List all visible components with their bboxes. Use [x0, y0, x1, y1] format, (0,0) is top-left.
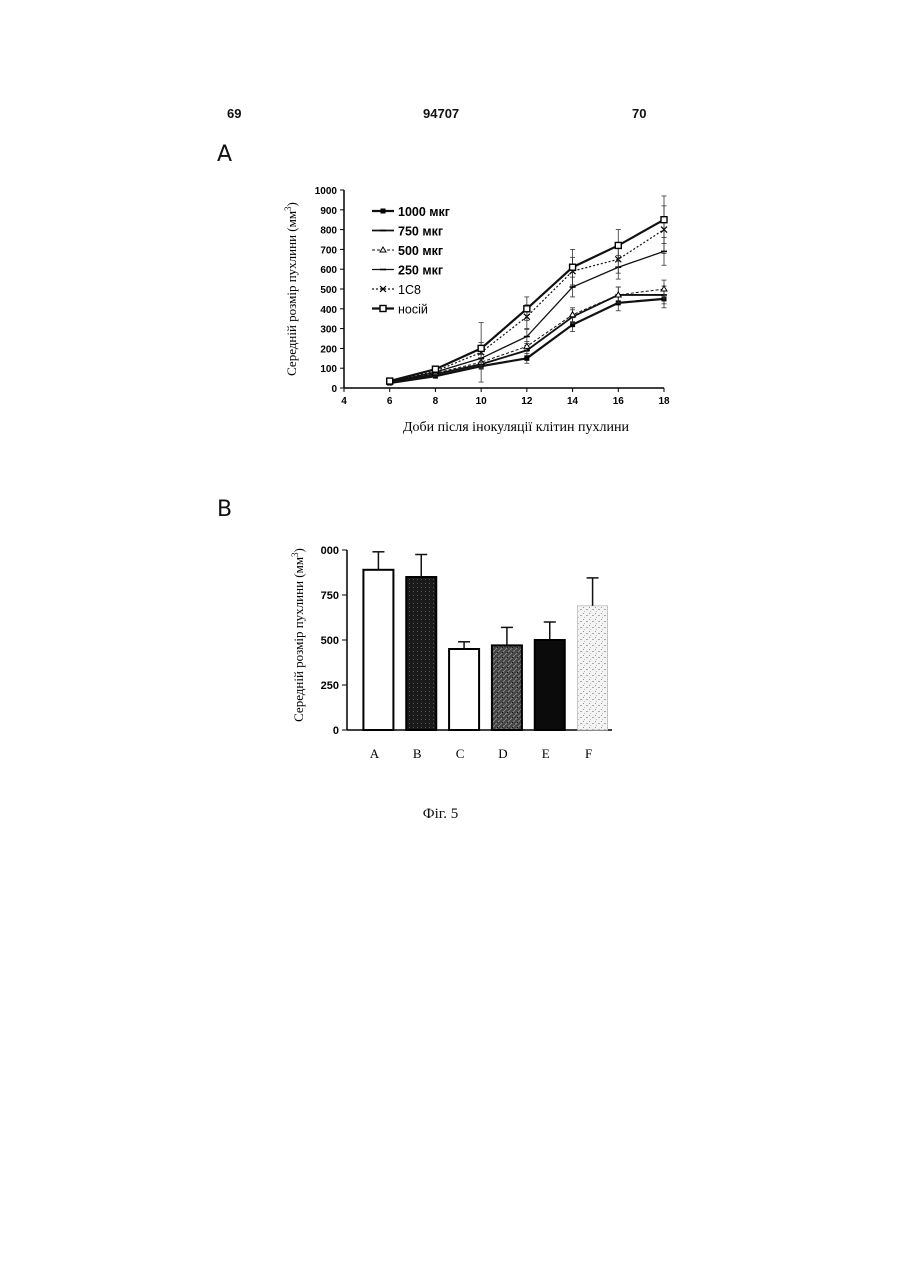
line-chart-panel-a: Середній розмір пухлини (мм3) Доби після… [0, 0, 901, 470]
x-tick-label: 16 [613, 396, 625, 407]
data-point [570, 264, 576, 270]
legend-label: 1000 мкг [398, 205, 450, 219]
y-tick-label: 500 [321, 635, 339, 647]
bar [449, 649, 479, 730]
x-tick-label: 10 [476, 396, 488, 407]
y-tick-label: 400 [320, 305, 337, 316]
legend-label: носій [398, 303, 428, 317]
x-tick-label: A [370, 746, 380, 761]
y-tick-label: 600 [320, 265, 337, 276]
x-tick-label: 14 [567, 396, 579, 407]
y-tick-label: 000 [321, 545, 339, 557]
legend-label: 1С8 [398, 283, 421, 297]
bar-chart-panel-b: Середній розмір пухлини (мм3) 0 250 500 750… [0, 510, 901, 810]
y-axis-label-text: Середній розмір пухлини (мм3) [290, 548, 306, 722]
x-tick-label: 8 [433, 396, 439, 407]
y-tick-label: 100 [320, 364, 337, 375]
x-tick-label: 4 [341, 396, 347, 407]
bar [492, 645, 522, 730]
data-point [615, 242, 621, 248]
legend-label: 750 мкг [398, 225, 443, 239]
legend-marker [381, 209, 386, 214]
data-point [661, 217, 667, 223]
bar [363, 570, 393, 730]
x-tick-label: C [456, 746, 465, 761]
data-point [524, 343, 530, 348]
y-axis-label-close: ) [291, 548, 306, 552]
bar [578, 606, 608, 730]
y-tick-label: 700 [320, 245, 337, 256]
figure-caption: Фіг. 5 [0, 806, 881, 823]
data-point [387, 378, 393, 384]
bar [535, 640, 565, 730]
y-axis-label-main: Середній розмір пухлини (мм [284, 211, 299, 376]
x-tick-label: D [498, 746, 507, 761]
y-axis-label-close: ) [284, 202, 299, 206]
x-tick-label: B [413, 746, 422, 761]
y-tick-label: 300 [320, 325, 337, 336]
data-point [478, 345, 484, 351]
y-tick-label: 800 [320, 226, 337, 237]
x-tick-label: F [585, 746, 592, 761]
x-tick-label: 18 [658, 396, 670, 407]
legend-label: 500 мкг [398, 244, 443, 258]
data-point [661, 286, 667, 291]
y-axis-label: Середній розмір пухлини (мм3) [283, 202, 299, 376]
legend-marker [380, 247, 386, 252]
x-tick-label: 12 [521, 396, 533, 407]
y-tick-label: 1000 [315, 186, 338, 197]
x-tick-label: 6 [387, 396, 393, 407]
data-point [524, 356, 529, 361]
legend-label: 250 мкг [398, 264, 443, 278]
y-tick-label: 0 [333, 725, 339, 737]
y-axis-label: Середній розмір пухлини (мм3) [290, 548, 306, 722]
data-point [432, 366, 438, 372]
y-tick-label: 0 [331, 384, 337, 395]
data-point [524, 306, 530, 312]
bar [406, 577, 436, 730]
y-tick-label: 250 [321, 680, 339, 692]
x-tick-label: E [542, 746, 550, 761]
y-axis-label-main: Середній розмір пухлини (мм [291, 557, 306, 722]
y-tick-label: 750 [321, 590, 339, 602]
y-tick-label: 900 [320, 206, 337, 217]
y-tick-label: 500 [320, 285, 337, 296]
data-point [570, 312, 576, 317]
x-axis-label: Доби після інокуляції клітин пухлини [403, 420, 629, 435]
y-tick-label: 200 [320, 344, 337, 355]
legend-marker [380, 306, 386, 312]
y-axis-label-text: Середній розмір пухлини (мм3) [283, 202, 299, 376]
